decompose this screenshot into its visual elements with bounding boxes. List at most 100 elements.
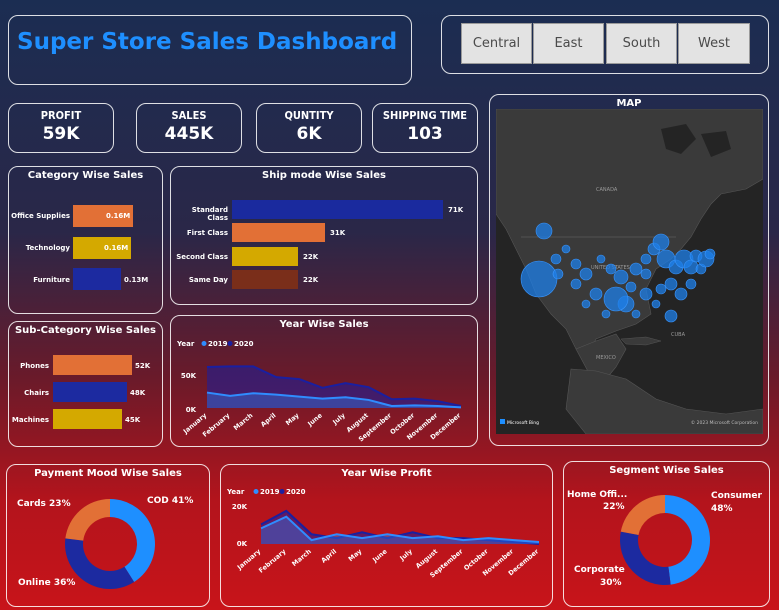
kpi-shipping-time[interactable]: SHIPPING TIME 103 — [372, 103, 478, 153]
bar-value: 0.16M — [104, 244, 129, 252]
sales-bubble[interactable] — [664, 309, 678, 323]
panel-title: Payment Mood Wise Sales — [34, 468, 182, 479]
sales-bubbles[interactable] — [520, 222, 716, 323]
bar-label: First Class — [186, 229, 228, 237]
subcategory-sales-card[interactable]: Sub-Category Wise Sales Phones 52K Chair… — [8, 321, 163, 447]
sales-bubble[interactable] — [596, 254, 606, 264]
donut-slice-consumer[interactable] — [665, 495, 710, 585]
sales-bubble[interactable] — [652, 233, 670, 251]
sales-bubble[interactable] — [651, 299, 661, 309]
sales-bubble[interactable] — [570, 258, 582, 270]
area-series-2019[interactable] — [207, 392, 461, 408]
map-attribution: Microsoft Bing — [507, 420, 539, 426]
x-tick-label: March — [232, 411, 255, 432]
donut-label: Cards 23% — [17, 499, 71, 509]
shipmode-sales-card[interactable]: Ship mode Wise Sales Standard Class 71K … — [170, 166, 478, 305]
chart-legend: 2019 2020 — [201, 340, 254, 348]
sales-bubble[interactable] — [561, 244, 571, 254]
map-label-canada: CANADA — [596, 187, 618, 193]
sales-bubble[interactable] — [552, 268, 564, 280]
region-button-central[interactable]: Central — [461, 23, 532, 64]
bar-office-supplies[interactable] — [73, 205, 133, 227]
sales-bubble[interactable] — [631, 309, 641, 319]
sales-bubble[interactable] — [704, 248, 716, 260]
sales-bubble[interactable] — [581, 299, 591, 309]
bar-second-class[interactable] — [232, 247, 298, 266]
line-series-2020[interactable] — [206, 365, 462, 407]
bar-label: Same Day — [188, 276, 228, 284]
bar-chairs[interactable] — [53, 382, 127, 402]
region-button-south[interactable]: South — [606, 23, 677, 64]
kpi-profit[interactable]: PROFIT 59K — [8, 103, 114, 153]
sales-bubble[interactable] — [625, 281, 637, 293]
sales-bubble[interactable] — [664, 277, 678, 291]
category-sales-card[interactable]: Category Wise Sales Office Supplies 0.16… — [8, 166, 163, 314]
sales-bubble[interactable] — [601, 309, 611, 319]
panel-title: MAP — [616, 98, 642, 109]
sales-bubble[interactable] — [639, 287, 653, 301]
sales-bubble[interactable] — [674, 287, 688, 301]
year-profit-card[interactable]: Year Wise Profit Year 2019 2020 20K 0K Ja… — [220, 464, 553, 607]
sales-bubble[interactable] — [685, 278, 697, 290]
line-series-2019[interactable] — [260, 515, 540, 544]
bar-standard-class[interactable] — [232, 200, 443, 219]
kpi-value: 445K — [164, 124, 214, 144]
kpi-sales[interactable]: SALES 445K — [136, 103, 242, 153]
region-button-west[interactable]: West — [678, 23, 750, 64]
page-title: Super Store Sales Dashboard — [17, 29, 398, 55]
bar-technology[interactable] — [73, 237, 131, 259]
donut-slice-corporate[interactable] — [620, 531, 671, 585]
bar-furniture[interactable] — [73, 268, 121, 290]
bar-label: Technology — [25, 244, 70, 252]
donut-slice-cards[interactable] — [65, 499, 110, 541]
year-sales-card[interactable]: Year Wise Sales Year 2019 2020 50K 0K Jan… — [170, 315, 478, 447]
payment-sales-card[interactable]: Payment Mood Wise Sales COD 41% Cards 23… — [6, 464, 210, 607]
segment-sales-card[interactable]: Segment Wise Sales Home Offi... 22% Cons… — [563, 461, 770, 607]
sales-bubble[interactable] — [640, 253, 652, 265]
map-view[interactable]: CANADA UNITED STATES MEXICO CUBA Microso… — [496, 109, 763, 434]
map-card[interactable]: MAP CANADA UNITED STATES MEXICO CUBA Mic… — [489, 94, 769, 446]
donut-label: 30% — [600, 578, 622, 588]
kpi-value: 59K — [42, 124, 80, 144]
sales-bubble[interactable] — [655, 283, 667, 295]
segment-donut-chart[interactable] — [617, 492, 713, 588]
bar-value: 31K — [330, 229, 346, 237]
legend-marker — [279, 489, 285, 494]
bar-first-class[interactable] — [232, 223, 325, 242]
bar-value: 48K — [130, 389, 146, 397]
area-series-2020[interactable] — [207, 366, 461, 408]
sales-bubble[interactable] — [579, 267, 593, 281]
sales-bubble[interactable] — [520, 260, 558, 298]
sales-bubble[interactable] — [589, 287, 603, 301]
donut-slice-cod[interactable] — [110, 499, 155, 582]
sales-bubble[interactable] — [605, 263, 617, 275]
sales-bubble[interactable] — [570, 278, 582, 290]
line-series-2019[interactable] — [206, 391, 462, 409]
kpi-label: QUNTITY — [284, 109, 334, 122]
x-tick-label: April — [259, 411, 277, 428]
sales-bubble[interactable] — [640, 268, 652, 280]
area-series-2019[interactable] — [261, 516, 539, 544]
map-svg[interactable]: CANADA UNITED STATES MEXICO CUBA Microso… — [496, 109, 763, 434]
sales-bubble[interactable] — [535, 222, 553, 240]
map-label-mexico: MEXICO — [596, 355, 616, 361]
donut-slice-home-office[interactable] — [620, 495, 665, 535]
bar-same-day[interactable] — [232, 270, 298, 289]
sales-bubble[interactable] — [629, 262, 643, 276]
sales-bubble[interactable] — [613, 269, 629, 285]
donut-slice-online[interactable] — [65, 538, 135, 589]
x-tick-label: May — [347, 547, 364, 563]
payment-donut-chart[interactable] — [62, 496, 158, 592]
sales-bubble[interactable] — [550, 253, 562, 265]
bar-machines[interactable] — [53, 409, 122, 429]
legend-label: 2019 — [208, 340, 228, 348]
kpi-quantity[interactable]: QUNTITY 6K — [256, 103, 362, 153]
region-button-east[interactable]: East — [533, 23, 604, 64]
sales-bubble[interactable] — [603, 286, 629, 312]
bar-phones[interactable] — [53, 355, 132, 375]
x-tick-label: July — [331, 411, 348, 427]
caribbean-islands — [620, 336, 662, 346]
